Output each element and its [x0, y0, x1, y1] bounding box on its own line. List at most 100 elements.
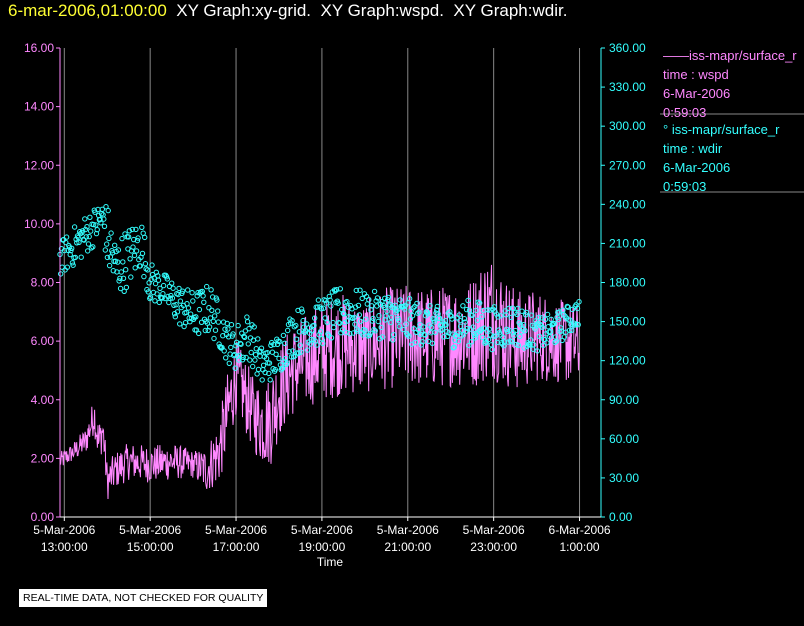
wdir-point-91 [123, 284, 130, 291]
wdir-point-257 [244, 319, 251, 325]
wdir-point-566 [470, 324, 476, 330]
x-tick-label-date-0: 5-Mar-2006 [33, 523, 95, 537]
wdir-point-293 [271, 341, 277, 348]
wdir-point-216 [215, 308, 221, 314]
wdir-point-46 [90, 221, 97, 228]
wdir-point-404 [352, 321, 358, 327]
x-axis-label: Time [317, 555, 344, 569]
y-left-tick-label-7: 14.00 [24, 100, 54, 114]
wdir-point-635 [520, 322, 527, 328]
wdir-point-279 [260, 362, 267, 368]
wdir-point-155 [170, 285, 176, 291]
wdir-point-31 [79, 228, 86, 234]
wdir-point-410 [356, 312, 362, 318]
wdir-point-301 [277, 338, 283, 345]
wdir-point-483 [409, 313, 416, 319]
wdir-point-509 [428, 324, 435, 331]
wdir-point-554 [461, 316, 468, 322]
wdir-point-667 [544, 340, 550, 346]
wdir-point-18 [70, 262, 76, 268]
wdir-point-695 [564, 303, 570, 310]
wdir-point-646 [528, 312, 535, 318]
wdir-point-141 [160, 291, 166, 297]
wdir-point-133 [154, 291, 160, 297]
wdir-point-365 [323, 300, 330, 306]
wdir-point-39 [85, 241, 92, 247]
wdir-point-190 [196, 330, 202, 337]
wdir-point-657 [536, 333, 543, 340]
wdir-point-85 [119, 235, 125, 242]
wdir-point-649 [531, 342, 537, 348]
wdir-point-433 [373, 298, 379, 304]
wdir-point-472 [401, 306, 408, 312]
wspd-series [59, 264, 580, 500]
wdir-point-117 [142, 261, 149, 267]
wdir-point-296 [273, 351, 279, 357]
x-tick-label-time-0: 13:00:00 [41, 540, 88, 554]
wdir-point-637 [522, 328, 528, 334]
wdir-point-317 [288, 354, 295, 360]
wdir-point-557 [463, 306, 470, 313]
wdir-point-461 [393, 307, 400, 313]
wdir-point-436 [375, 318, 381, 325]
wdir-point-269 [253, 346, 259, 352]
wdir-point-252 [241, 333, 247, 340]
wdir-point-275 [258, 348, 264, 354]
wdir-point-517 [434, 303, 441, 310]
wdir-point-366 [324, 319, 330, 325]
wdir-point-355 [316, 332, 322, 338]
wdir-point-226 [222, 326, 228, 332]
wdir-point-32 [80, 236, 87, 243]
y-left-tick-label-6: 12.00 [24, 158, 54, 172]
wdir-point-323 [293, 322, 299, 329]
wdir-point-489 [414, 300, 420, 307]
wdir-point-164 [177, 321, 183, 327]
y-right-tick-label-10: 300.00 [609, 119, 646, 133]
wdir-point-556 [463, 328, 469, 334]
wdir-point-191 [196, 306, 203, 313]
wdir-point-415 [360, 332, 366, 338]
wdir-point-448 [384, 308, 390, 315]
wdir-point-357 [317, 329, 324, 335]
wdir-point-445 [382, 295, 388, 301]
wdir-point-338 [304, 321, 310, 327]
wdir-point-135 [155, 277, 162, 283]
wdir-point-67 [106, 235, 112, 242]
wdir-point-207 [208, 287, 214, 293]
wdir-point-432 [372, 328, 378, 334]
wdir-point-314 [286, 349, 292, 355]
y-right-tick-label-6: 180.00 [609, 276, 646, 290]
wdir-point-137 [157, 285, 163, 291]
wdir-point-462 [394, 307, 400, 314]
chart-header: 6-mar-2006,01:00:00 XY Graph:xy-grid. XY… [8, 1, 567, 21]
wdir-point-536 [448, 313, 454, 319]
wdir-point-552 [460, 303, 466, 309]
wdir-point-158 [172, 314, 179, 320]
y-left-tick-label-5: 10.00 [24, 217, 54, 231]
wdir-point-409 [355, 302, 362, 309]
wdir-point-330 [298, 349, 304, 355]
wdir-point-560 [466, 342, 472, 349]
y-right-tick-label-11: 330.00 [609, 80, 646, 94]
wdir-point-348 [311, 322, 317, 328]
y-left-tick-label-8: 16.00 [24, 41, 54, 55]
wdir-point-476 [404, 332, 411, 338]
wdir-point-514 [432, 329, 438, 335]
wdir-point-188 [194, 293, 200, 299]
wdir-point-60 [101, 216, 107, 222]
wdir-point-75 [112, 242, 118, 249]
wdir-point-607 [500, 334, 506, 341]
wdir-point-251 [240, 354, 246, 360]
wdir-point-130 [152, 298, 158, 304]
wdir-point-197 [201, 299, 207, 305]
wdir-point-312 [285, 327, 291, 334]
wdir-point-600 [495, 314, 501, 320]
x-tick-label-date-5: 5-Mar-2006 [463, 523, 525, 537]
wdir-point-628 [515, 342, 522, 348]
wdir-point-126 [149, 262, 155, 268]
wdir-point-289 [268, 342, 274, 348]
wdir-point-592 [489, 346, 495, 353]
wdir-point-610 [502, 308, 508, 314]
y-right-tick-label-1: 30.00 [609, 471, 639, 485]
wdir-point-181 [189, 290, 195, 296]
